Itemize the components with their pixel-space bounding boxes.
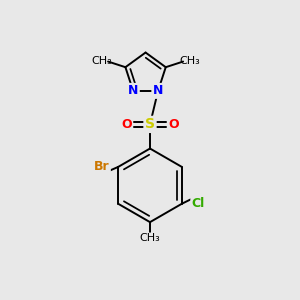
Text: Cl: Cl [192,197,205,210]
Text: CH₃: CH₃ [92,56,112,66]
Text: O: O [121,118,132,131]
Text: CH₃: CH₃ [180,56,200,66]
Text: S: S [145,117,155,131]
Text: O: O [168,118,179,131]
Text: Br: Br [94,160,109,173]
Text: N: N [153,84,163,98]
Text: N: N [128,84,138,98]
Text: CH₃: CH₃ [140,233,160,243]
